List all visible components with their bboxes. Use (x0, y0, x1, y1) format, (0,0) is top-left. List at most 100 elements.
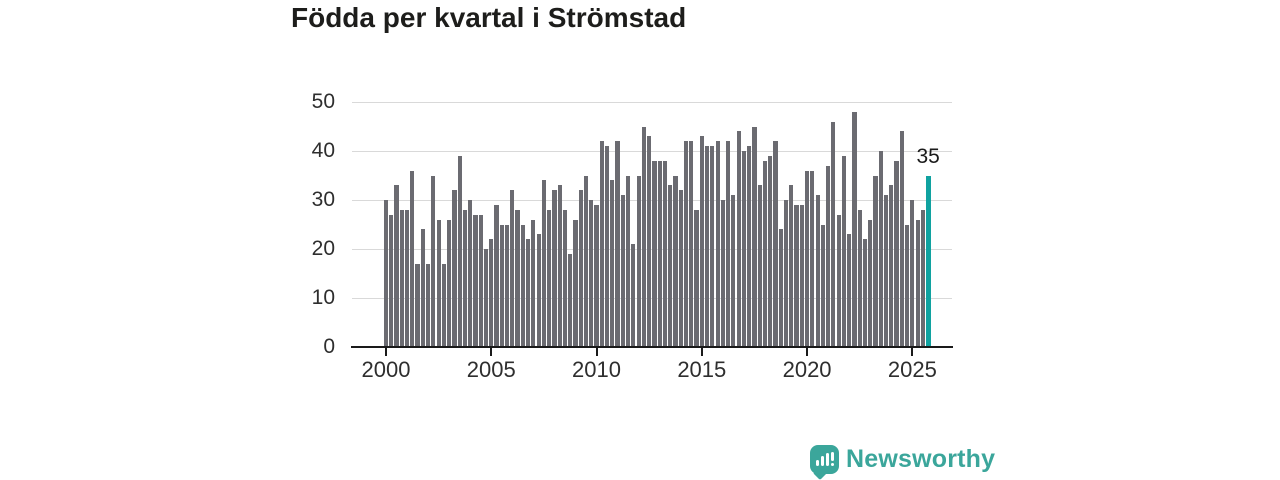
y-tick-label-40: 40 (311, 139, 335, 162)
bar-2002-q3 (436, 219, 441, 347)
bar-2009-q4 (589, 200, 594, 347)
bar-2018-q3 (773, 141, 778, 347)
bar-2024-q3 (899, 131, 904, 347)
bar-2020-q4 (820, 224, 825, 347)
bar-2005-q4 (504, 224, 510, 347)
bar-2003-q3 (457, 155, 462, 347)
x-axis-line (351, 346, 953, 348)
bar-2023-q3 (878, 151, 883, 347)
bar-2000-q4 (399, 209, 404, 347)
y-axis-labels: 0 10 20 30 40 50 (290, 91, 344, 358)
bar-2000-q2 (389, 214, 394, 347)
bar-2005-q1 (489, 239, 494, 347)
bar-2006-q4 (526, 239, 531, 347)
bar-2019-q1 (783, 200, 789, 347)
bar-2020-q2 (810, 170, 815, 347)
x-tick-2010 (595, 348, 598, 356)
bar-2006-q1 (510, 190, 515, 347)
gridline-30 (352, 200, 952, 201)
gridline-10 (352, 298, 952, 299)
bar-2004-q1 (468, 200, 473, 347)
y-tick-label-50: 50 (311, 90, 335, 113)
bar-2012-q3 (647, 136, 652, 347)
newsworthy-logo: Newsworthy (810, 445, 995, 474)
bar-2018-q4 (778, 229, 783, 347)
bar-2019-q2 (789, 185, 794, 347)
bar-2018-q2 (768, 155, 773, 347)
bar-2003-q1 (447, 219, 452, 347)
x-tick-label-2020: 2020 (782, 357, 832, 382)
bar-2019-q3 (794, 204, 799, 347)
x-tick-2025 (911, 348, 914, 356)
bar-2002-q4 (441, 263, 446, 347)
bar-2011-q1 (615, 141, 620, 347)
bar-2010-q3 (604, 146, 610, 347)
bar-2015-q4 (715, 141, 720, 347)
x-tick-2020 (806, 348, 809, 356)
bar-2002-q2 (431, 175, 436, 347)
bar-2018-q1 (762, 160, 768, 347)
bar-2001-q1 (404, 209, 410, 347)
x-tick-label-2015: 2015 (677, 357, 727, 382)
chart-title: Födda per kvartal i Strömstad (291, 2, 687, 33)
bar-2010-q2 (599, 141, 604, 347)
bar-2013-q3 (668, 185, 673, 347)
bar-2017-q4 (757, 185, 762, 347)
x-tick-2005 (490, 348, 493, 356)
gridline-40 (352, 151, 952, 152)
gridline-50 (352, 102, 952, 103)
x-axis-labels: 2000 2005 2010 2015 2020 2025 (355, 358, 955, 384)
bar-2011-q3 (626, 175, 631, 347)
bar-2001-q3 (415, 263, 420, 347)
newsworthy-logo-text: Newsworthy (846, 445, 996, 473)
bar-2005-q3 (499, 224, 504, 347)
bar-2012-q1 (636, 175, 641, 347)
logo-exclamation-icon (831, 452, 834, 461)
bar-2000-q1 (383, 200, 389, 347)
bar-2014-q3 (689, 141, 694, 347)
bar-2025-q3 (920, 209, 925, 347)
bar-2009-q1 (573, 219, 578, 347)
y-tick-label-0: 0 (323, 335, 335, 358)
bar-2023-q2 (873, 175, 878, 347)
bar-2001-q2 (410, 170, 415, 347)
bar-2016-q3 (731, 195, 736, 347)
bar-2012-q2 (641, 126, 646, 347)
bar-2024-q4 (904, 224, 910, 347)
highlight-bar-2025-q4 (926, 175, 932, 347)
bar-2008-q3 (562, 209, 568, 347)
gridline-20 (352, 249, 952, 250)
bar-2010-q4 (610, 180, 615, 347)
bar-2021-q2 (831, 121, 836, 347)
bar-2023-q1 (868, 219, 873, 347)
bar-2019-q4 (799, 204, 804, 347)
bar-2023-q4 (883, 195, 889, 347)
bar-2022-q3 (857, 209, 862, 347)
bar-2014-q2 (683, 141, 689, 347)
bar-2006-q2 (515, 209, 520, 347)
newsworthy-logo-icon (810, 445, 839, 474)
bar-2004-q3 (478, 214, 483, 347)
plot-area: 35 (351, 102, 953, 356)
bar-2022-q4 (862, 239, 868, 347)
x-tick-label-2000: 2000 (361, 357, 411, 382)
bar-2015-q3 (710, 146, 715, 347)
bar-2017-q1 (741, 151, 746, 347)
x-tick-2015 (700, 348, 703, 356)
bar-2015-q2 (704, 146, 710, 347)
x-tick-label-2010: 2010 (572, 357, 621, 382)
bar-2006-q3 (520, 224, 525, 347)
bar-2007-q4 (547, 209, 552, 347)
bar-2011-q4 (631, 244, 636, 347)
bar-2010-q1 (594, 204, 599, 347)
x-tick-label-2025: 2025 (887, 357, 937, 382)
bar-2012-q4 (652, 160, 657, 347)
bar-2004-q4 (483, 249, 489, 347)
bar-2007-q1 (531, 219, 536, 347)
bar-2016-q1 (720, 200, 725, 347)
bar-2001-q4 (420, 229, 425, 347)
bar-2009-q3 (583, 175, 589, 347)
highlight-value-label: 35 (916, 144, 940, 168)
x-tick-2000 (385, 348, 387, 356)
bar-2020-q1 (804, 170, 810, 347)
